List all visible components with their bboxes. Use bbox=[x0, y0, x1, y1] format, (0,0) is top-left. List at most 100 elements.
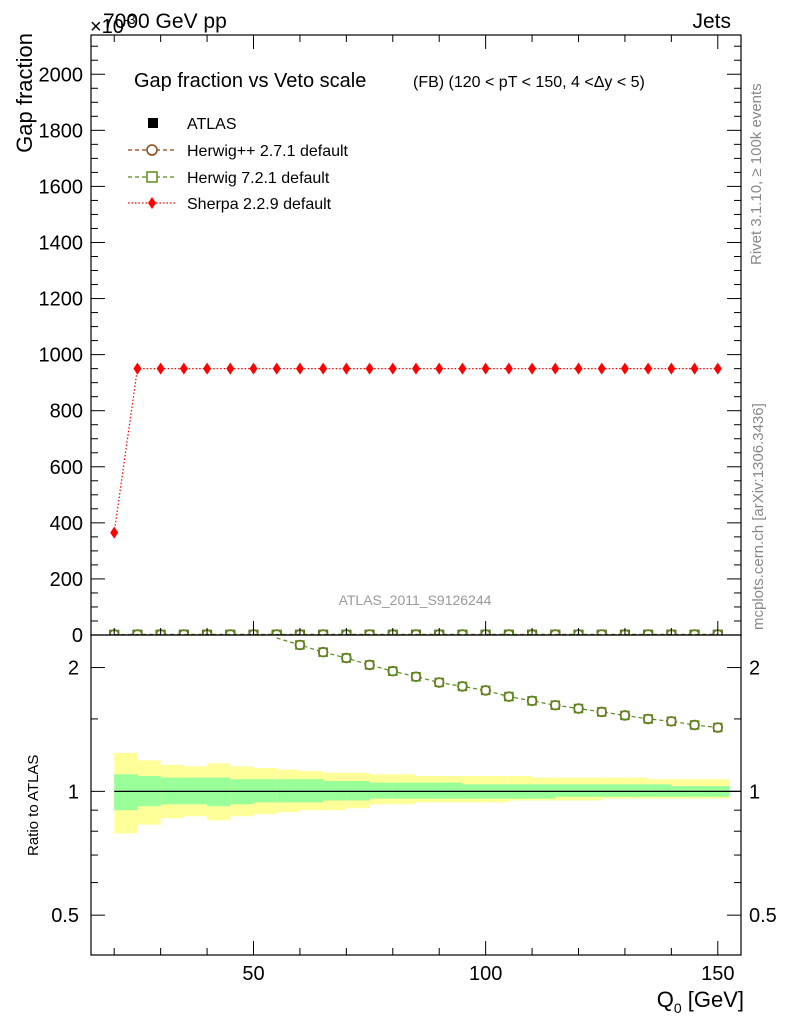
ratio-herwigpp-point bbox=[294, 639, 306, 651]
legend-herwigpp-label: Herwig++ 2.7.1 default bbox=[187, 143, 349, 160]
ratio-herwigpp-point bbox=[550, 699, 561, 711]
ratio-herwigpp-point bbox=[642, 713, 654, 725]
inner-band-segment bbox=[392, 782, 416, 799]
ratio-herwigpp-point bbox=[712, 722, 724, 733]
sherpa-point bbox=[458, 362, 467, 375]
ratio-uncertainty-bands bbox=[114, 752, 741, 834]
ratio-herwig7-point bbox=[341, 653, 352, 663]
ratio-herwigpp-point bbox=[387, 665, 399, 677]
x-axis-label: Q0 [GeV] bbox=[657, 987, 744, 1016]
ratio-herwigpp-point bbox=[503, 691, 515, 702]
sherpa-point bbox=[203, 362, 212, 375]
ratio-frame bbox=[90, 634, 742, 956]
main-y-tick-label: 1800 bbox=[39, 120, 84, 142]
legend-item-sherpa: Sherpa 2.2.9 default bbox=[128, 196, 332, 213]
sherpa-point bbox=[295, 362, 304, 375]
ratio-herwig7-point bbox=[364, 660, 375, 670]
sherpa-point bbox=[365, 362, 374, 375]
ratio-herwigpp-point bbox=[480, 685, 491, 696]
ratio-herwigpp-point bbox=[457, 681, 468, 692]
x-tick-label: 100 bbox=[469, 963, 502, 985]
ratio-y-tick-label: 0.5 bbox=[51, 905, 79, 927]
sherpa-point bbox=[713, 362, 722, 375]
category-label: Jets bbox=[692, 10, 731, 33]
x-tick-label: 150 bbox=[701, 963, 734, 985]
ratio-series bbox=[276, 637, 724, 733]
sherpa-point bbox=[133, 362, 142, 375]
inner-band-segment bbox=[369, 782, 393, 799]
ratio-y-tick-label-right: 2 bbox=[749, 658, 760, 680]
sherpa-point bbox=[342, 362, 351, 375]
ratio-y-tick-label: 1 bbox=[68, 781, 79, 803]
inner-band-segment bbox=[555, 784, 579, 797]
legend-atlas-marker bbox=[148, 118, 158, 128]
chart-subtitle: (FB) (120 < pT < 150, 4 <Δy < 5) bbox=[413, 74, 645, 91]
ratio-herwigpp-point bbox=[596, 706, 607, 718]
ratio-herwigpp-point bbox=[433, 677, 445, 688]
main-y-tick-label: 1600 bbox=[39, 176, 84, 198]
ratio-herwigpp-point bbox=[341, 652, 352, 664]
sherpa-point bbox=[574, 362, 583, 375]
legend-herwigpp-marker bbox=[146, 144, 158, 156]
main-y-tick-label: 1400 bbox=[39, 232, 84, 254]
ratio-herwig7-point bbox=[550, 700, 561, 710]
inner-band-segment bbox=[416, 782, 440, 799]
ratio-herwig7-point bbox=[457, 681, 468, 692]
main-y-tick-label: 2000 bbox=[39, 64, 84, 86]
ratio-herwig7-point bbox=[434, 677, 444, 688]
ratio-y-axis-label: Ratio to ATLAS bbox=[25, 755, 42, 856]
legend-item-herwigpp: Herwig++ 2.7.1 default bbox=[128, 143, 349, 160]
sherpa-point bbox=[644, 362, 653, 375]
ratio-herwig7-point bbox=[596, 707, 607, 717]
legend-item-herwig7: Herwig 7.2.1 default bbox=[128, 170, 330, 187]
legend-sherpa-marker bbox=[148, 197, 156, 209]
sherpa-point bbox=[179, 362, 188, 375]
ratio-herwig7-point bbox=[689, 720, 700, 730]
ratio-herwigpp-point bbox=[364, 659, 375, 671]
sherpa-point bbox=[226, 362, 235, 375]
main-y-tick-label: 1200 bbox=[39, 289, 84, 311]
multiplier-label: ×10-3 bbox=[90, 12, 136, 38]
legend: ATLAS Herwig++ 2.7.1 default Herwig 7.2.… bbox=[128, 116, 349, 213]
ratio-herwigpp-point bbox=[526, 695, 538, 707]
x-tick-label: 50 bbox=[242, 963, 264, 985]
ratio-y-ticks: 0.5 0.5 1 1 2 2 bbox=[51, 658, 777, 928]
process-label: 7000 GeV pp bbox=[103, 10, 227, 33]
ratio-herwig7-point bbox=[713, 722, 723, 733]
sherpa-point bbox=[110, 526, 119, 539]
sherpa-point bbox=[597, 362, 606, 375]
rivet-label: Rivet 3.1.10, ≥ 100k events bbox=[748, 83, 765, 265]
inner-band-segment bbox=[648, 784, 672, 797]
sherpa-point bbox=[249, 362, 258, 375]
sherpa-point bbox=[272, 362, 281, 375]
series-line-3 bbox=[113, 368, 718, 533]
main-y-axis-label: Gap fraction bbox=[12, 33, 37, 153]
main-y-tick-label: 0 bbox=[72, 625, 83, 647]
mcplots-label: mcplots.cern.ch [arXiv:1306.3436] bbox=[750, 403, 767, 630]
ratio-herwigpp-point bbox=[317, 646, 329, 658]
sherpa-point bbox=[481, 362, 490, 375]
legend-herwig7-marker bbox=[146, 171, 158, 183]
sherpa-point bbox=[435, 362, 444, 375]
ratio-herwigpp-point bbox=[689, 719, 700, 731]
ratio-herwig7-point bbox=[295, 640, 305, 650]
sherpa-point bbox=[319, 362, 328, 375]
main-y-tick-label: 200 bbox=[50, 569, 83, 591]
sherpa-point bbox=[412, 362, 420, 375]
main-y-ticks: 0 200 400 600 800 1000 1200 1400 1600 1800 2000 bbox=[39, 45, 741, 647]
ratio-herwig7-point bbox=[504, 691, 514, 702]
sherpa-point bbox=[667, 362, 676, 375]
ratio-herwig7-point bbox=[388, 666, 398, 676]
sherpa-point bbox=[620, 362, 629, 375]
ratio-herwig7-point bbox=[620, 710, 630, 721]
main-y-tick-label: 800 bbox=[50, 401, 83, 423]
chart-title: Gap fraction vs Veto scale bbox=[134, 70, 366, 92]
inner-band-segment bbox=[439, 782, 463, 799]
sherpa-point bbox=[690, 362, 699, 375]
ratio-y-tick-label-right: 1 bbox=[749, 781, 760, 803]
ratio-y-tick-label: 2 bbox=[68, 658, 79, 680]
analysis-watermark: ATLAS_2011_S9126244 bbox=[339, 592, 492, 608]
legend-atlas-label: ATLAS bbox=[187, 116, 237, 133]
ratio-herwig7-point bbox=[318, 647, 328, 657]
